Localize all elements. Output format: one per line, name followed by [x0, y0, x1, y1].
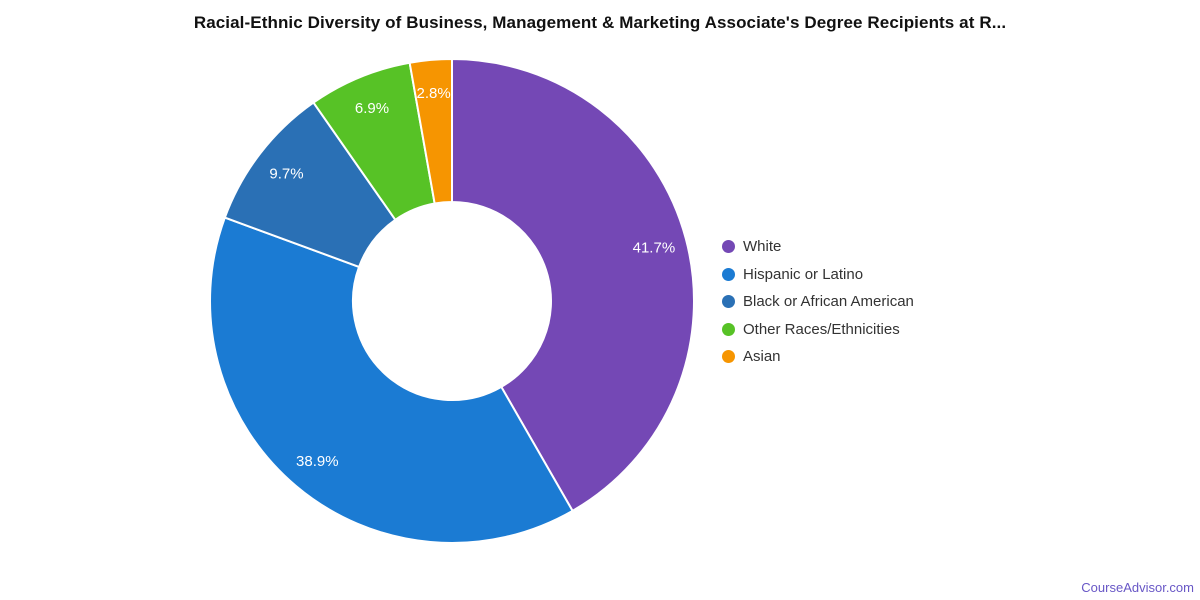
legend-item-white[interactable]: White: [722, 233, 914, 261]
legend-label: Black or African American: [743, 293, 914, 311]
legend-marker-icon: [722, 295, 735, 309]
legend-marker-icon: [722, 322, 735, 336]
donut-chart: 41.7% 38.9% 9.7% 6.9% 2.8%: [209, 58, 695, 544]
slice-value-label: 38.9%: [296, 453, 339, 470]
slice-value-label: 6.9%: [355, 100, 389, 117]
chart-legend: White Hispanic or Latino Black or African …: [722, 233, 914, 371]
legend-label: White: [743, 238, 782, 256]
slice-value-label: 9.7%: [269, 166, 303, 183]
legend-label: Asian: [743, 348, 781, 366]
slice-value-label: 2.8%: [416, 85, 450, 102]
legend-marker-icon: [722, 267, 735, 281]
legend-item-hispanic-or-latino[interactable]: Hispanic or Latino: [722, 261, 914, 289]
slice-value-label: 41.7%: [633, 239, 676, 256]
legend-item-black-or-african-american[interactable]: Black or African American: [722, 288, 914, 316]
pie-slice-asian[interactable]: [408, 58, 453, 205]
legend-marker-icon: [722, 240, 735, 254]
legend-marker-icon: [722, 350, 735, 364]
legend-label: Other Races/Ethnicities: [743, 320, 900, 338]
pie-slice-hispanic-or-latino[interactable]: [209, 216, 574, 544]
chart-title: Racial-Ethnic Diversity of Business, Man…: [193, 13, 1007, 32]
legend-item-asian[interactable]: Asian: [722, 343, 914, 371]
legend-label: Hispanic or Latino: [743, 265, 864, 283]
pie-slice-white[interactable]: [451, 58, 695, 512]
courseadvisor-link[interactable]: CourseAdvisor.com: [1081, 580, 1194, 595]
legend-item-other-races-ethnicities[interactable]: Other Races/Ethnicities: [722, 316, 914, 344]
